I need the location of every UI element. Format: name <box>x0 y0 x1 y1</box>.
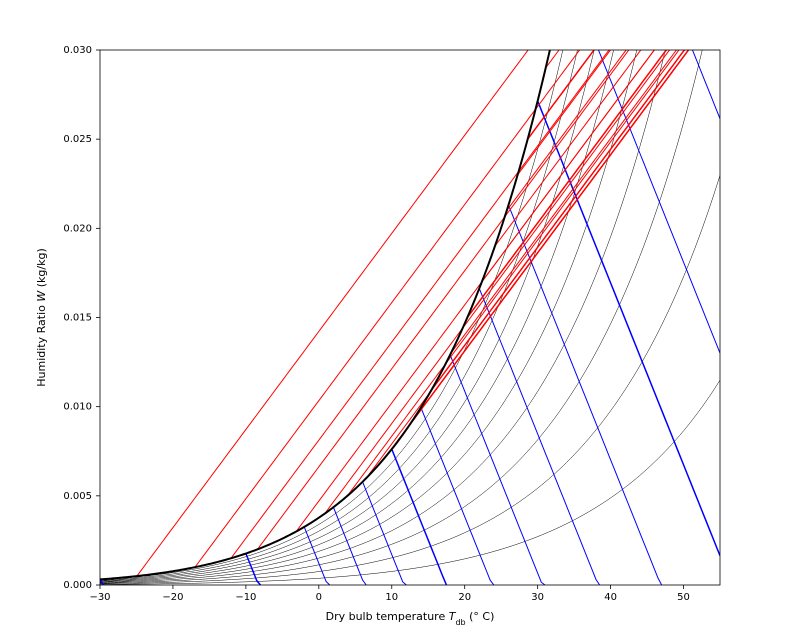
x-tick-label: 0 <box>316 592 322 603</box>
y-tick-label: 0.005 <box>63 491 92 502</box>
x-tick-label: 30 <box>531 592 544 603</box>
x-tick-label: −30 <box>89 592 110 603</box>
x-tick-label: 10 <box>385 592 398 603</box>
x-tick-label: 40 <box>604 592 617 603</box>
y-tick-label: 0.020 <box>63 223 92 234</box>
y-tick-label: 0.025 <box>63 134 92 145</box>
y-tick-label: 0.030 <box>63 45 92 56</box>
y-tick-label: 0.010 <box>63 402 92 413</box>
psychrometric-chart: −30−20−1001020304050Dry bulb temperature… <box>0 0 800 640</box>
x-tick-label: −20 <box>162 592 183 603</box>
y-axis-label: Humidity Ratio W (kg/kg) <box>35 248 48 387</box>
x-tick-label: −10 <box>235 592 256 603</box>
y-tick-label: 0.000 <box>63 580 92 591</box>
x-tick-label: 50 <box>677 592 690 603</box>
chart-svg: −30−20−1001020304050Dry bulb temperature… <box>0 0 800 640</box>
chart-bg <box>0 0 800 640</box>
x-tick-label: 20 <box>458 592 471 603</box>
y-tick-label: 0.015 <box>63 313 92 324</box>
